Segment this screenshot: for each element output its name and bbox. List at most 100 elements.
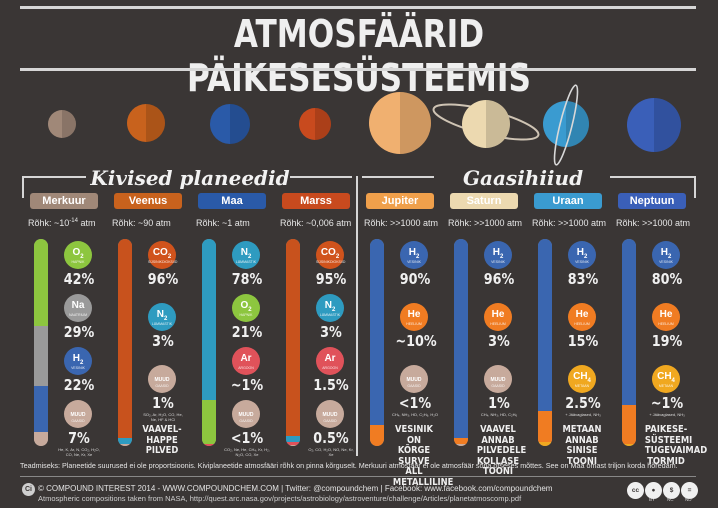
composition-segment <box>370 239 384 426</box>
planet-note: METAAN ANNAB SINISE TOONI <box>562 424 602 467</box>
gas-percentage: 1% <box>152 394 174 412</box>
gas-percentage: 83% <box>567 270 599 288</box>
composition-bar <box>538 239 552 446</box>
gas-percentage: ~10% <box>395 332 437 350</box>
composition-segment <box>454 437 468 444</box>
title-rule-top <box>20 6 696 9</box>
composition-segment <box>286 435 300 442</box>
gas-percentage: 42% <box>63 270 95 288</box>
nc-icon: $ <box>663 482 680 499</box>
planet-neptuun-image <box>627 98 681 152</box>
gas-percentage: 19% <box>651 332 683 350</box>
gas-badge: N2 LÄMMASTIK <box>232 241 260 269</box>
gas-percentage: <1% <box>398 394 432 412</box>
gas-percentage: 3% <box>488 332 510 350</box>
cc-icon: cc <box>627 482 644 499</box>
gas-percentage: 21% <box>231 323 263 341</box>
pressure-label: Rõhk: >>1000 atm <box>364 218 439 228</box>
composition-bar <box>34 239 48 446</box>
gas-badge: H2 VESINIK <box>400 241 428 269</box>
gas-percentage: 96% <box>483 270 515 288</box>
gas-percentage: 96% <box>147 270 179 288</box>
gas-percentage: 95% <box>315 270 347 288</box>
gas-badge: N2 LÄMMASTIK <box>316 294 344 322</box>
gas-badge: MUUD GAASID <box>484 365 512 393</box>
planet-column-8: Neptuun Rõhk: >>1000 atm H2 VESINIK 80% He… <box>616 193 707 466</box>
planet-jupiter-image <box>369 92 431 154</box>
composition-segment <box>370 425 384 446</box>
gas-badge: N2 LÄMMASTIK <box>148 303 176 331</box>
bracket-left-a <box>22 176 86 178</box>
footer-rule <box>20 476 696 477</box>
planet-name-label: Uraan <box>534 193 602 209</box>
planet-maa-image <box>210 104 250 144</box>
planet-marss-image <box>299 108 331 140</box>
composition-segment <box>538 441 552 446</box>
by-label: BY <box>649 497 656 502</box>
gas-percentage: 80% <box>651 270 683 288</box>
by-icon: ● <box>645 482 662 499</box>
composition-bar <box>202 239 216 446</box>
pressure-label: Rõhk: >>1000 atm <box>448 218 523 228</box>
gas-percentage: <1% <box>230 429 264 447</box>
planet-note: VÄÄVEL-HAPPE PILVED <box>142 424 182 456</box>
gas-percentage: 1% <box>488 394 510 412</box>
gas-badge: CO2 SÜSINIKDIOKSIID <box>148 241 177 269</box>
gas-percentage: 90% <box>399 270 431 288</box>
composition-segment <box>202 239 216 401</box>
gas-badge: He HEELIUM <box>652 303 680 331</box>
planet-column-2: Veenus Rõhk: ~90 atm CO2 SÜSINIKDIOKSIID 9… <box>112 193 183 456</box>
planet-column-4: Marss Rõhk: ~0,006 atm CO2 SÜSINIKDIOKSII… <box>280 193 354 457</box>
bracket-right-b <box>610 176 696 178</box>
nc-label: NC <box>667 497 674 502</box>
planet-saturn-image <box>462 100 510 148</box>
gas-badge: H2 VESINIK <box>568 241 596 269</box>
bracket-right-a <box>362 176 434 178</box>
pressure-label: Rõhk: ~0,006 atm <box>280 218 352 228</box>
planet-name-label: Veenus <box>114 193 182 209</box>
composition-segment <box>454 239 468 438</box>
pressure-label: Rõhk: >>1000 atm <box>532 218 607 228</box>
gas-percentage: 7% <box>68 429 90 447</box>
planet-column-7: Uraan Rõhk: >>1000 atm H2 VESINIK 83% He H… <box>532 193 606 466</box>
composition-segment <box>34 325 48 386</box>
gas-badge: H2 VESINIK <box>652 241 680 269</box>
gas-percentage: 78% <box>231 270 263 288</box>
bracket-left-b <box>290 176 352 178</box>
composition-segment <box>202 443 216 446</box>
planet-name-label: Merkuur <box>30 193 98 209</box>
planet-name-label: Maa <box>198 193 266 209</box>
trace-gases-list: CH₄, NH₃, HD, C₂H₆ <box>480 412 518 417</box>
pressure-label: Rõhk: ~10-14 atm <box>28 218 96 228</box>
composition-segment <box>622 239 636 405</box>
planet-note: VÄÄVEL ANNAB PILVEDELE KOLLASE TOONI <box>476 424 527 477</box>
trace-gases-list: CH₄, NH₃, HD, C₂H₆, H₂O <box>392 412 438 417</box>
composition-segment <box>622 404 636 444</box>
composition-segment <box>118 437 132 444</box>
bracket-vline-1 <box>22 176 24 198</box>
planet-name-label: Neptuun <box>618 193 686 209</box>
composition-segment <box>118 443 132 446</box>
planet-note: VESINIK ON KÕRGE SURVE ALL METALLILINE <box>392 424 454 488</box>
planet-name-label: Saturn <box>450 193 518 209</box>
composition-segment <box>538 410 552 442</box>
gas-percentage: 0.5% <box>313 429 349 447</box>
planet-name-label: Marss <box>282 193 350 209</box>
pressure-label: Rõhk: ~90 atm <box>112 218 171 228</box>
uranus-ring <box>553 84 579 166</box>
planet-column-1: Merkuur Rõhk: ~10-14 atm O2 HAPNIK 42% Na … <box>28 193 100 457</box>
composition-segment <box>538 239 552 411</box>
planet-column-6: Saturn Rõhk: >>1000 atm H2 VESINIK 96% He … <box>448 193 526 477</box>
trace-gases-list: O₂, CO, H₂O, NO, Ne, Kr, Xe <box>308 447 354 457</box>
gas-badge: H2 VESINIK <box>484 241 512 269</box>
trace-gases-list: + Jäävaglased, NH₃ <box>649 412 685 417</box>
section-rocky-title: Kivised planeedid <box>90 166 290 190</box>
gas-badge: O2 HAPNIK <box>232 294 260 322</box>
compound-interest-logo: Ci <box>22 483 35 496</box>
cc-license-badge: cc ● $ = BY NC ND <box>627 482 699 502</box>
nd-label: ND <box>685 497 692 502</box>
planet-veenus-image <box>127 104 165 142</box>
gas-percentage: 1.5% <box>313 376 349 394</box>
gas-badge: MUUD GAASID <box>316 400 344 428</box>
gas-percentage: 2.5% <box>565 394 601 412</box>
